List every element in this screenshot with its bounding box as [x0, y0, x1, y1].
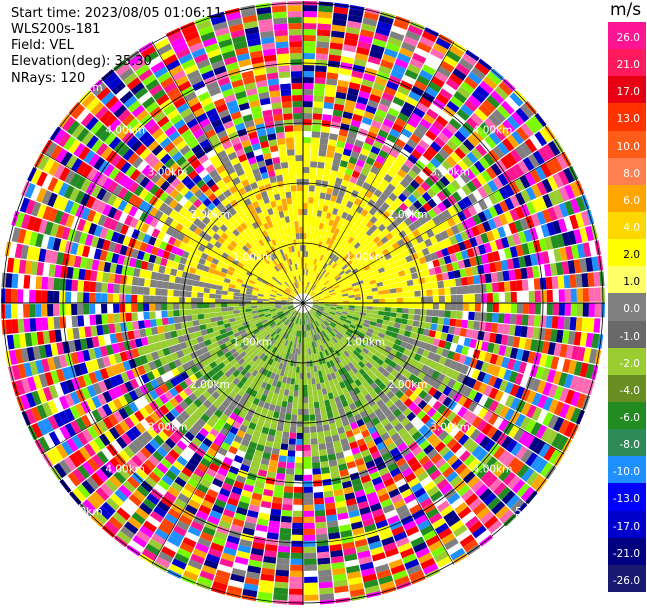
colorbar-tick-label: -6.0: [619, 412, 641, 424]
colorbar-tick-label: 0.0: [623, 303, 640, 316]
range-ring-label: 4.00km: [105, 124, 145, 136]
range-ring-label: 5.00km: [515, 506, 555, 518]
nrays-label: NRays: 120: [11, 71, 86, 86]
colorbar-tick-label: 8.0: [623, 167, 640, 180]
colorbar-segment: [608, 239, 646, 267]
colorbar-tick-label: 26.0: [616, 32, 640, 44]
colorbar-segment: [608, 76, 646, 104]
colorbar-segment: [608, 320, 646, 348]
azimuth-line: [302, 302, 565, 455]
range-ring-label: 2.00km: [190, 379, 230, 391]
azimuth-line: [151, 302, 304, 565]
colorbar-segment: [608, 537, 646, 565]
colorbar-tick-label: -1.0: [619, 330, 641, 343]
colorbar-tick-label: 13.0: [616, 113, 640, 126]
colorbar-segment: [608, 184, 646, 212]
colorbar-segment: [608, 130, 646, 158]
range-ring-label: 2.00km: [190, 209, 230, 221]
azimuth-line: [41, 302, 304, 455]
colorbar: 26.0 21.0 17.0 13.0 10.0 8.0 6.0 4.0 2.0 1.0 0.0 -1…: [608, 22, 646, 614]
colorbar-segment: [608, 49, 646, 77]
azimuth-line: [302, 302, 455, 565]
start-time-label: Start time: 2023/08/05 01:06:11: [11, 6, 223, 21]
colorbar-tick-label: 1.0: [623, 276, 640, 289]
range-ring-label: 4.00km: [105, 464, 145, 476]
colorbar-tick-label: 17.0: [616, 86, 640, 99]
colorbar-segment: [608, 293, 646, 321]
colorbar-segment: [608, 510, 646, 538]
colorbar-segment: [608, 211, 646, 240]
colorbar-segment: [608, 103, 646, 131]
range-ring-label: 4.00km: [473, 124, 513, 136]
colorbar-segment: [608, 157, 646, 185]
range-ring-label: 3.00km: [430, 167, 470, 179]
colorbar-segment: [608, 347, 646, 375]
azimuth-line: [151, 41, 304, 304]
instrument-label: WLS200s-181: [11, 22, 101, 37]
range-ring-label: 3.00km: [430, 421, 470, 433]
colorbar-segment: [608, 266, 646, 294]
colorbar-segment: [608, 429, 646, 457]
colorbar-segment: [608, 374, 646, 402]
colorbar-unit: m/s: [610, 0, 642, 20]
colorbar-tick-label: 6.0: [623, 194, 640, 207]
range-ring-label: 3.00km: [148, 421, 188, 433]
colorbar-segment: [608, 456, 646, 484]
colorbar-tick-label: -30.0: [612, 602, 640, 614]
range-ring-label: 4.00km: [473, 464, 513, 476]
colorbar-tick-label: 10.0: [616, 140, 640, 153]
colorbar-tick-label: -13.0: [612, 493, 640, 506]
colorbar-segment: [608, 401, 646, 430]
colorbar-segment: [608, 22, 646, 50]
range-ring-label: 2.00km: [388, 209, 428, 221]
azimuth-line: [302, 151, 565, 304]
azimuth-line: [302, 41, 455, 304]
range-ring-label: 1.00km: [345, 336, 385, 348]
colorbar-tick-label: 4.0: [623, 222, 640, 234]
colorbar-tick-label: -10.0: [612, 466, 640, 479]
elevation-label: Elevation(deg): 35.30: [11, 54, 152, 69]
colorbar-segment: [608, 564, 646, 592]
range-ring-label: 3.00km: [148, 167, 188, 179]
colorbar-tick-label: -2.0: [619, 357, 641, 370]
range-ring-label: 1.00km: [345, 252, 385, 264]
radar-gates: [1, 1, 605, 605]
field-label: Field: VEL: [11, 38, 74, 53]
azimuth-line: [41, 151, 304, 304]
colorbar-tick-label: -21.0: [612, 547, 640, 560]
range-ring-label: 5.00km: [63, 506, 103, 518]
range-ring-label: 5.00km: [515, 82, 555, 94]
colorbar-tick-label: -17.0: [612, 520, 640, 533]
radar-ppi-display: 1.00km 2.00km 3.00km 4.00km 5.00km 1.00km 2.00…: [1, 1, 605, 605]
colorbar-tick-label: -4.0: [619, 384, 641, 397]
colorbar-tick-label: 2.0: [623, 249, 640, 262]
range-ring-label: 1.00km: [233, 252, 273, 264]
colorbar-tick-label: -26.0: [612, 574, 640, 587]
colorbar-tick-label: 21.0: [616, 59, 640, 72]
range-ring-label: 1.00km: [233, 336, 273, 348]
colorbar-segment: [608, 483, 646, 511]
range-ring-label: 5.00km: [63, 82, 103, 94]
range-ring-label: 2.00km: [388, 379, 428, 391]
colorbar-tick-label: -8.0: [619, 439, 641, 452]
